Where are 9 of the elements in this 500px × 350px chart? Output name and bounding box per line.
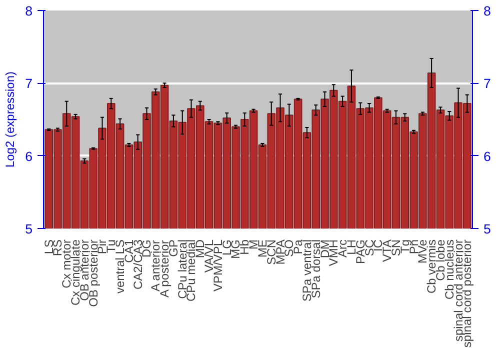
y-axis-title: Log2 (expression) (3, 71, 18, 168)
y-tick-label: 8 (25, 4, 33, 18)
y-tick-label: 7 (25, 76, 33, 92)
y2-tick-label: 7 (484, 76, 491, 92)
y2-tick-label: 8 (484, 4, 491, 18)
y-tick-label: 6 (25, 148, 33, 164)
y2-tick-label: 5 (484, 222, 491, 236)
y2-tick-label: 6 (484, 148, 491, 164)
y-tick-label: 5 (25, 222, 33, 236)
